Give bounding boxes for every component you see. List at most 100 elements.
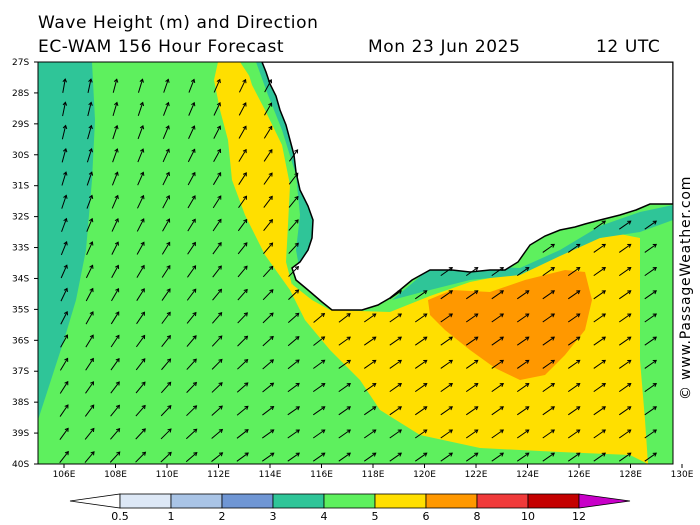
wave-direction-arrow-icon [112, 101, 119, 117]
wave-direction-arrow-icon [644, 359, 657, 369]
legend-tick-label: 0.5 [111, 510, 129, 523]
wave-direction-arrow-icon [287, 406, 300, 416]
sea-4-5m-east-region [640, 238, 673, 464]
wave-direction-arrow-icon [211, 358, 223, 370]
wave-direction-arrow-icon [618, 243, 632, 253]
wave-direction-arrow-icon [110, 334, 120, 348]
wave-direction-arrow-icon [567, 290, 581, 300]
wave-direction-arrow-icon [237, 358, 249, 370]
wave-direction-arrow-icon [491, 429, 504, 439]
wave-direction-arrow-icon [112, 148, 119, 163]
wave-direction-arrow-icon [414, 336, 428, 346]
wave-direction-arrow-icon [491, 383, 504, 393]
wave-direction-arrow-icon [363, 336, 377, 346]
legend-segment [69, 493, 121, 509]
wave-direction-arrow-icon [644, 336, 657, 346]
wave-direction-arrow-icon [238, 172, 247, 185]
wave-direction-arrow-icon [389, 313, 402, 323]
wave-direction-arrow-icon [212, 312, 223, 324]
wave-direction-arrow-icon [338, 452, 351, 462]
wave-direction-arrow-icon [644, 267, 657, 277]
wave-direction-arrow-icon [160, 381, 172, 394]
wave-direction-arrow-icon [161, 334, 171, 348]
wave-direction-arrow-icon [644, 429, 657, 439]
sea-nearshore-west-region [245, 62, 310, 285]
wave-direction-arrow-icon [61, 217, 68, 232]
wave-direction-arrow-icon [288, 149, 299, 162]
wave-direction-arrow-icon [135, 451, 147, 463]
wave-direction-arrow-icon [414, 290, 428, 300]
wave-direction-arrow-icon [110, 357, 120, 371]
wave-direction-arrow-icon [312, 429, 326, 439]
wave-direction-arrow-icon [288, 195, 299, 208]
wave-direction-arrow-icon [86, 217, 94, 232]
wave-direction-arrow-icon [593, 267, 606, 277]
sea-5-6m-region [214, 62, 673, 464]
wave-direction-arrow-icon [85, 264, 94, 279]
wave-direction-arrow-icon [60, 264, 68, 279]
wave-direction-arrow-icon [542, 406, 555, 416]
wave-direction-arrow-icon [162, 171, 170, 186]
wave-direction-arrow-icon [414, 383, 428, 393]
wave-direction-arrow-icon [213, 125, 222, 139]
wave-direction-arrow-icon [542, 290, 555, 300]
wave-direction-arrow-icon [262, 289, 274, 301]
legend-tick-label: 1 [168, 510, 175, 523]
wave-direction-arrow-icon [287, 312, 300, 324]
wave-direction-arrow-icon [618, 383, 632, 393]
lat-tick-label: 39S [12, 429, 29, 439]
sea-coastal-teal-region [256, 62, 315, 272]
map-area [38, 62, 673, 464]
wave-direction-arrow-icon [161, 288, 171, 301]
lon-tick-label: 106E [53, 470, 76, 480]
wave-direction-arrow-icon [211, 335, 223, 347]
wave-direction-arrow-icon [263, 148, 273, 162]
wave-direction-arrow-icon [236, 382, 249, 393]
wave-direction-arrow-icon [137, 101, 145, 116]
wave-direction-arrow-icon [593, 359, 606, 369]
wave-direction-arrow-icon [440, 429, 453, 439]
wave-direction-arrow-icon [185, 428, 198, 440]
wave-direction-arrow-icon [414, 406, 428, 416]
wave-direction-arrow-icon [60, 241, 68, 256]
wave-direction-arrow-icon [137, 171, 145, 186]
wave-direction-arrow-icon [59, 450, 69, 464]
wave-direction-arrow-icon [111, 218, 119, 232]
wave-direction-arrow-icon [516, 383, 530, 393]
lat-tick-label: 35S [12, 305, 29, 315]
wave-direction-arrow-icon [389, 452, 402, 462]
wave-direction-arrow-icon [567, 429, 581, 439]
legend-segment [119, 493, 172, 509]
wave-direction-arrow-icon [593, 406, 606, 416]
wave-direction-arrow-icon [389, 429, 402, 439]
chart-title: Wave Height (m) and Direction [38, 13, 319, 33]
wave-direction-arrow-icon [136, 288, 145, 301]
wave-direction-arrow-icon [312, 452, 326, 462]
wave-direction-arrow-icon [440, 336, 453, 346]
forecast-date: Mon 23 Jun 2025 [368, 37, 521, 57]
wave-direction-arrow-icon [264, 102, 273, 116]
wave-direction-arrow-icon [160, 428, 172, 440]
wave-direction-arrow-icon [236, 405, 249, 416]
wave-direction-arrow-icon [237, 265, 248, 278]
legend-tick-label: 4 [321, 510, 328, 523]
wave-direction-arrow-icon [162, 194, 171, 209]
wave-direction-arrow-icon [263, 172, 273, 185]
wave-direction-arrow-icon [644, 313, 657, 323]
wave-direction-arrow-icon [111, 241, 119, 255]
wave-direction-arrow-icon [110, 427, 121, 440]
lon-tick-label: 118E [362, 470, 385, 480]
wave-direction-arrow-icon [84, 427, 95, 440]
wave-direction-arrow-icon [516, 429, 530, 439]
wave-direction-arrow-icon [110, 404, 120, 417]
wave-direction-arrow-icon [338, 383, 351, 393]
sea-3-4m-west-region [38, 62, 95, 420]
wave-direction-arrow-icon [262, 312, 274, 324]
wave-direction-arrow-icon [85, 287, 94, 302]
wave-direction-arrow-icon [160, 405, 172, 417]
wave-direction-arrow-icon [338, 406, 351, 416]
wave-direction-arrow-icon [363, 406, 377, 416]
wave-direction-arrow-icon [85, 334, 94, 348]
wave-direction-arrow-icon [160, 451, 172, 463]
wave-direction-arrow-icon [263, 219, 273, 231]
